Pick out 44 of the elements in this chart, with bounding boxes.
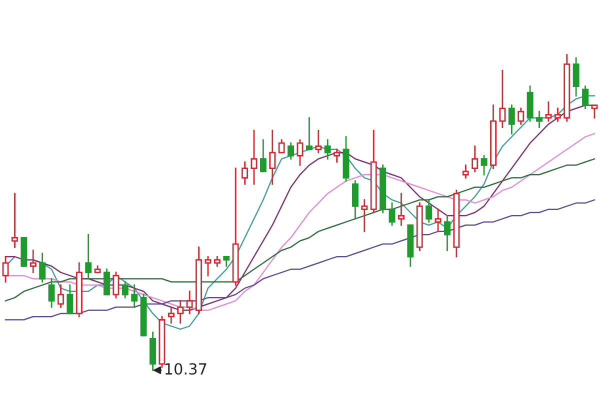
candlestick [416, 202, 423, 252]
candlestick [269, 130, 276, 185]
candlestick [453, 190, 460, 258]
candlestick [131, 284, 138, 308]
candlestick [196, 246, 202, 314]
candlestick [572, 57, 580, 96]
candlestick [122, 281, 128, 298]
candlestick [242, 161, 248, 185]
annotation: 10.37 [165, 363, 206, 375]
candlestick [58, 284, 64, 308]
candlestick [39, 252, 46, 283]
candlestick [508, 104, 515, 134]
candlestick [177, 300, 184, 324]
candlestick [472, 146, 478, 172]
candlestick [324, 139, 331, 160]
candlestick [462, 164, 469, 178]
candlestick [398, 192, 404, 226]
candlestick [76, 262, 82, 318]
candlestick [434, 208, 442, 232]
candlestick [232, 168, 239, 286]
candlestick [490, 104, 496, 170]
candlestick [168, 306, 174, 324]
candlestick [370, 130, 377, 214]
candlestick [426, 199, 432, 223]
candlestick [30, 250, 36, 274]
candlestick [150, 332, 156, 371]
candlestick [334, 148, 340, 163]
candlestick [12, 192, 18, 248]
candlestick [85, 234, 92, 280]
candlestick [250, 130, 258, 185]
candlestick [361, 199, 368, 232]
candlestick [315, 130, 322, 154]
candlestick [554, 108, 561, 122]
candlestick [564, 54, 570, 122]
candlestick [352, 180, 358, 220]
candlestick [526, 86, 534, 122]
candlestick [582, 86, 588, 110]
candlestick [214, 256, 220, 267]
candlestick [288, 142, 294, 160]
candlestick [444, 214, 450, 252]
candlestick [536, 110, 542, 128]
candlestick [380, 164, 386, 214]
candlestick [186, 290, 193, 314]
candlestick [518, 108, 524, 125]
